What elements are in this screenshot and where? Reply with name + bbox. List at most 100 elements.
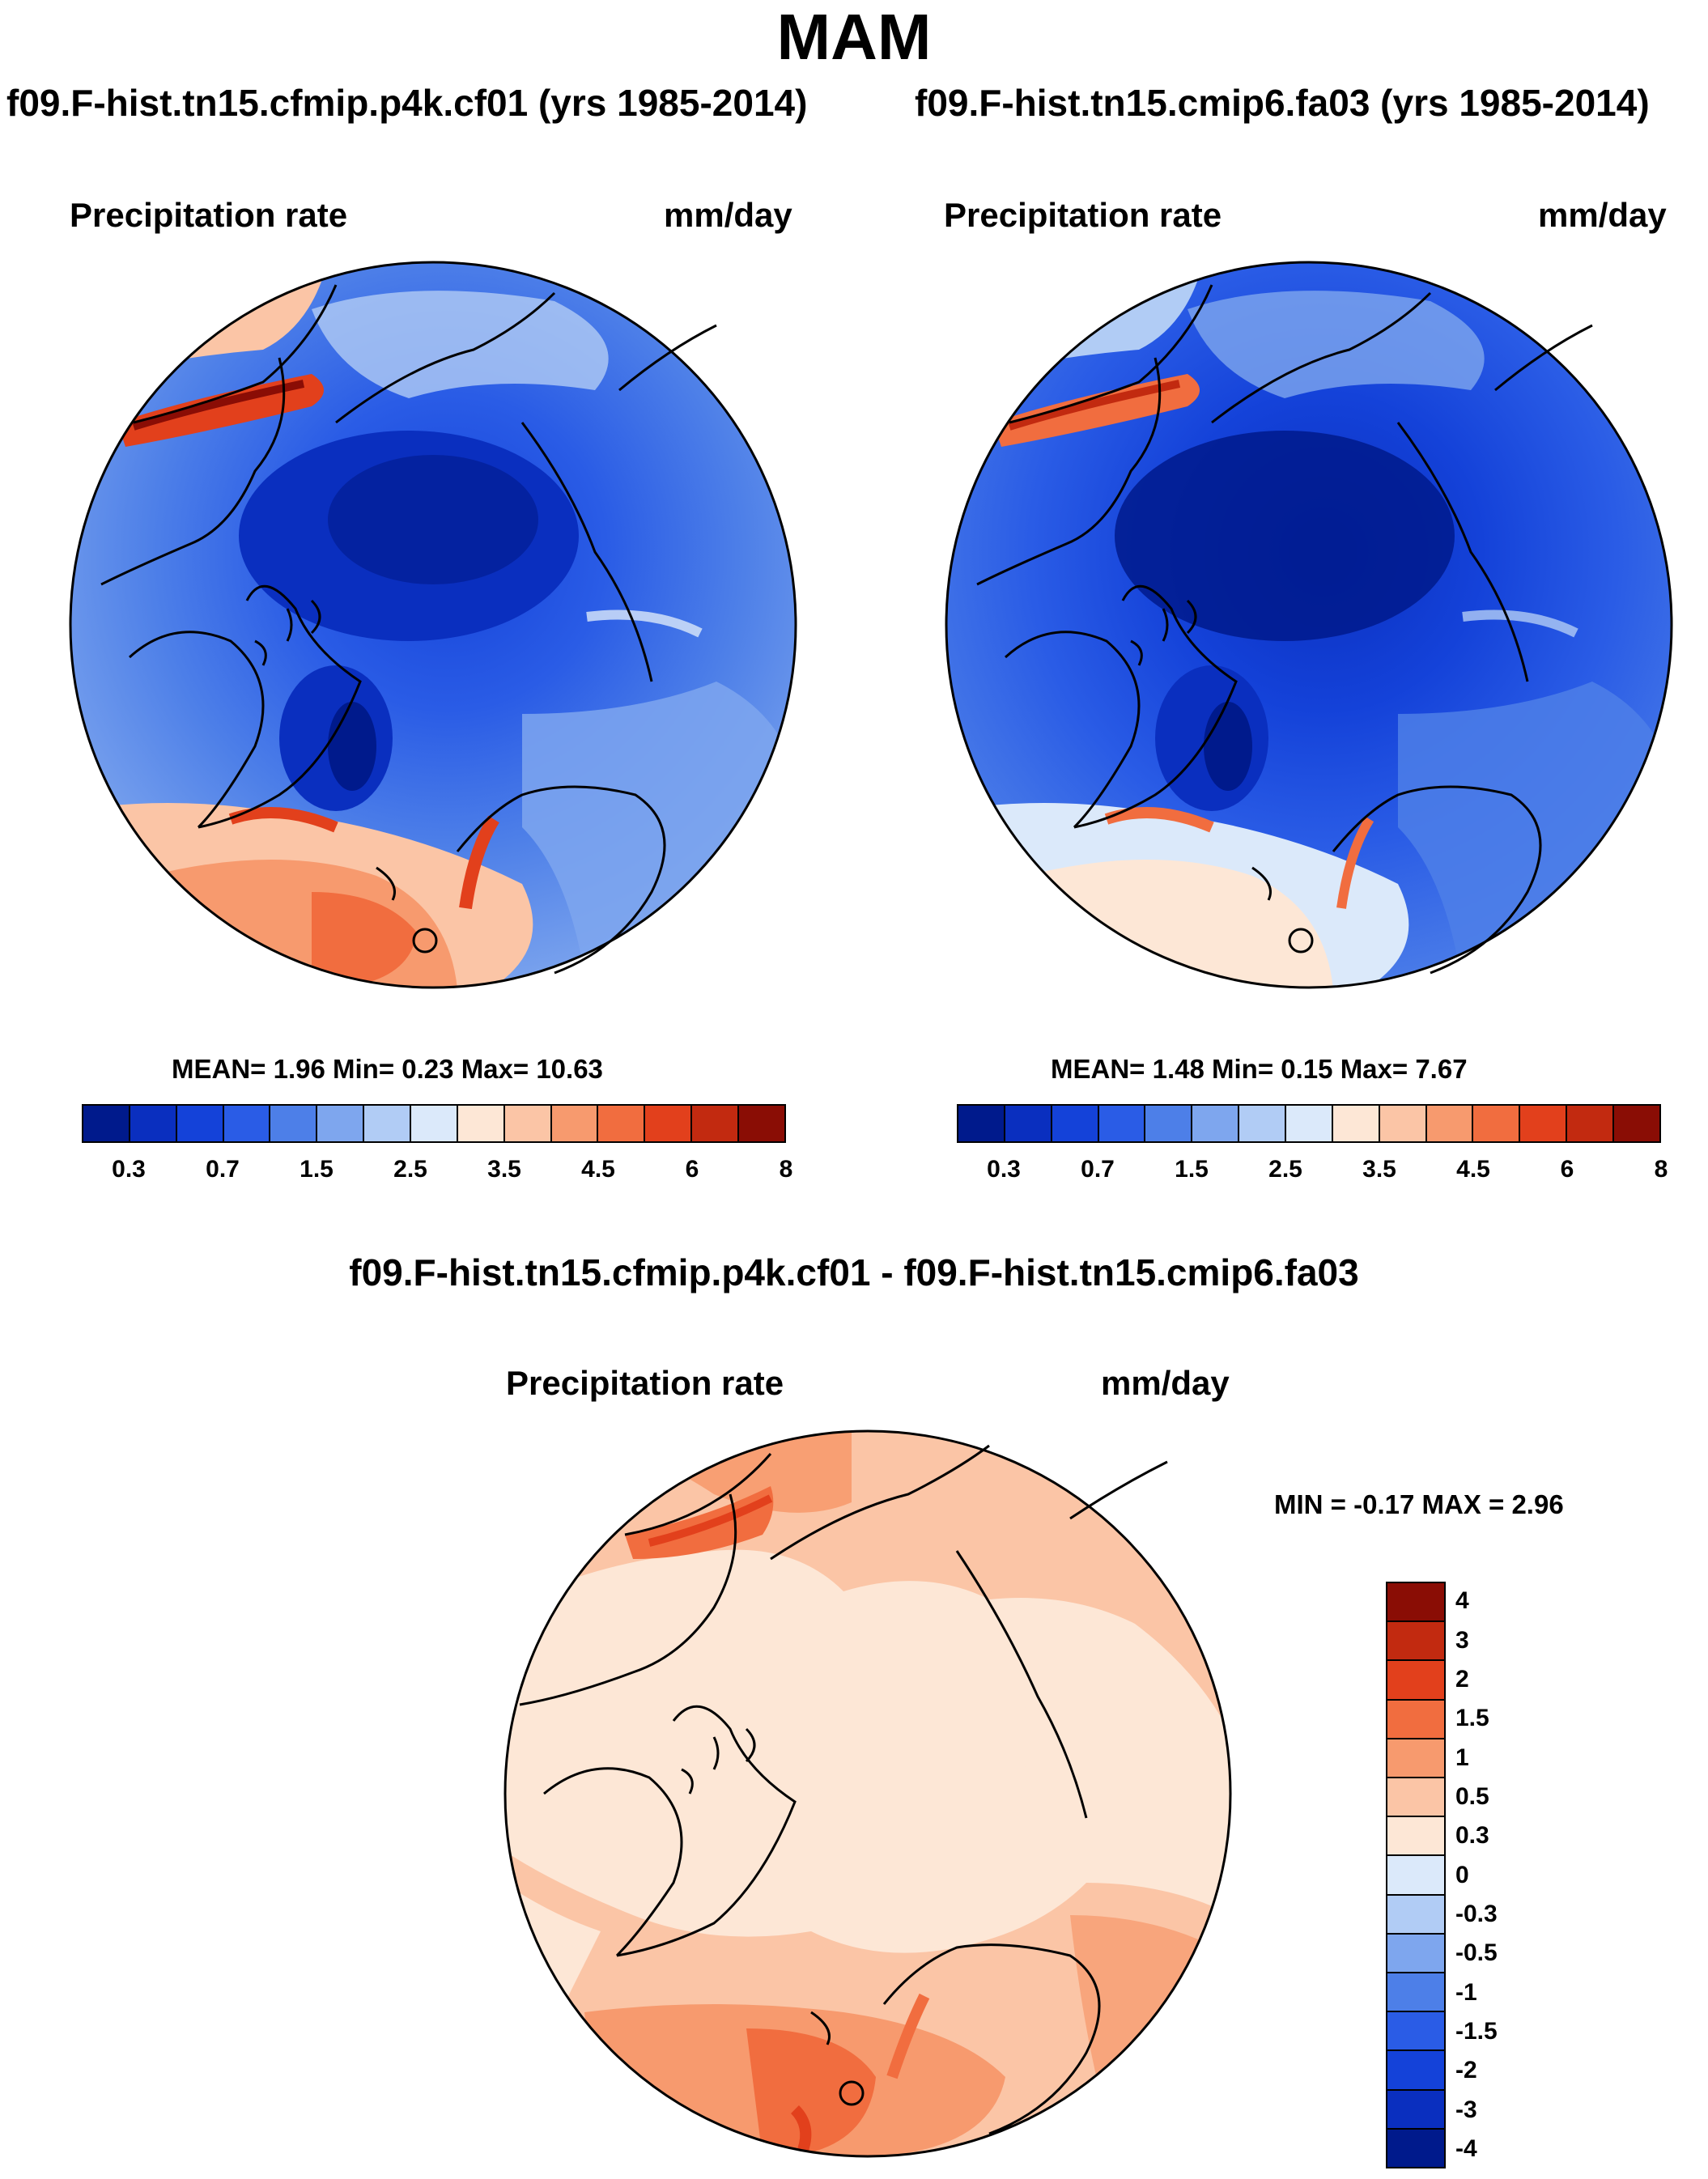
- colorbar-tick-label: 0.5: [1455, 1782, 1489, 1810]
- stat-mean-value: 1.48: [1152, 1054, 1205, 1084]
- colorbar-tick-label: 0: [1455, 1861, 1469, 1888]
- colorbar-swatch: [1387, 1620, 1444, 1660]
- colorbar-tick-label: -1: [1455, 1978, 1477, 2006]
- stat-max-value: 7.67: [1415, 1054, 1468, 1084]
- colorbar-swatch: [1387, 1659, 1444, 1699]
- colorbar-tick-label: 0.3: [1455, 1822, 1489, 1850]
- colorbar-swatch: [1238, 1106, 1285, 1141]
- colorbar-swatch: [503, 1106, 550, 1141]
- panel3-stats: MIN = -0.17 MAX = 2.96: [1274, 1489, 1564, 1520]
- stat-min-label: MIN =: [1274, 1489, 1346, 1519]
- colorbar-tick-label: 0.3: [987, 1156, 1021, 1183]
- colorbar-swatch: [1425, 1106, 1472, 1141]
- colorbar-swatch: [1387, 1893, 1444, 1933]
- stat-min-value: -0.17: [1353, 1489, 1415, 1519]
- panel2-title: f09.F-hist.tn15.cmip6.fa03 (yrs 1985-201…: [915, 82, 1650, 124]
- colorbar-tick-label: 4: [1455, 1587, 1469, 1615]
- colorbar-tick-label: 2.5: [393, 1156, 427, 1183]
- stat-min-value: 0.15: [1281, 1054, 1333, 1084]
- stat-mean-label: MEAN=: [1051, 1054, 1145, 1084]
- colorbar-swatch: [1387, 2011, 1444, 2050]
- panel2-stats: MEAN= 1.48 Min= 0.15 Max= 7.67: [1051, 1054, 1468, 1085]
- colorbar-swatch: [83, 1106, 129, 1141]
- colorbar-swatch: [644, 1106, 691, 1141]
- colorbar-swatch: [1387, 1583, 1444, 1621]
- panel1-units: mm/day: [664, 196, 792, 234]
- stat-max-value: 2.96: [1511, 1489, 1564, 1519]
- colorbar-swatch: [456, 1106, 503, 1141]
- colorbar-swatch: [1050, 1106, 1098, 1141]
- colorbar-swatch: [316, 1106, 363, 1141]
- season-title: MAM: [776, 1, 932, 73]
- panel1-colorbar: [82, 1104, 786, 1143]
- panel1-map: [69, 261, 797, 989]
- colorbar-swatch: [1387, 2088, 1444, 2128]
- stat-mean-value: 1.96: [273, 1054, 325, 1084]
- colorbar-tick-label: -4: [1455, 2134, 1477, 2162]
- colorbar-tick-label: -1.5: [1455, 2017, 1498, 2045]
- colorbar-swatch: [1191, 1106, 1239, 1141]
- colorbar-tick-label: 1.5: [300, 1156, 334, 1183]
- colorbar-swatch: [1387, 1854, 1444, 1894]
- panel3-title: f09.F-hist.tn15.cfmip.p4k.cf01 - f09.F-h…: [349, 1251, 1359, 1293]
- colorbar-swatch: [1612, 1106, 1659, 1141]
- colorbar-tick-label: 1.5: [1455, 1705, 1489, 1732]
- colorbar-swatch: [1285, 1106, 1332, 1141]
- colorbar-swatch: [1144, 1106, 1192, 1141]
- panel2-map: [945, 261, 1673, 989]
- colorbar-tick-label: 0.7: [1081, 1156, 1115, 1183]
- panel3-map: [503, 1429, 1232, 2158]
- colorbar-swatch: [175, 1106, 223, 1141]
- panel2-units: mm/day: [1538, 196, 1667, 234]
- colorbar-tick-label: -3: [1455, 2096, 1477, 2123]
- colorbar-tick-label: 8: [1654, 1156, 1668, 1183]
- colorbar-swatch: [550, 1106, 597, 1141]
- panel1-title: f09.F-hist.tn15.cfmip.p4k.cf01 (yrs 1985…: [6, 82, 808, 124]
- panel2-colorbar: [957, 1104, 1661, 1143]
- colorbar-tick-label: 2.5: [1268, 1156, 1302, 1183]
- panel1-variable: Precipitation rate: [70, 196, 348, 234]
- panel3-units: mm/day: [1101, 1364, 1230, 1402]
- stat-max-label: MAX =: [1421, 1489, 1505, 1519]
- colorbar-tick-label: -2: [1455, 2057, 1477, 2084]
- colorbar-tick-label: 2: [1455, 1665, 1469, 1693]
- colorbar-swatch: [1387, 1777, 1444, 1816]
- stat-max-value: 10.63: [536, 1054, 603, 1084]
- colorbar-swatch: [1378, 1106, 1425, 1141]
- colorbar-swatch: [1472, 1106, 1519, 1141]
- colorbar-swatch: [1387, 1816, 1444, 1855]
- colorbar-swatch: [1519, 1106, 1566, 1141]
- colorbar-tick-label: 0.7: [206, 1156, 240, 1183]
- colorbar-swatch: [222, 1106, 270, 1141]
- colorbar-tick-label: -0.3: [1455, 1900, 1498, 1927]
- colorbar-tick-label: 8: [779, 1156, 793, 1183]
- colorbar-swatch: [690, 1106, 738, 1141]
- panel3-colorbar: [1386, 1582, 1446, 2168]
- colorbar-swatch: [363, 1106, 410, 1141]
- colorbar-swatch: [1097, 1106, 1145, 1141]
- stat-min-label: Min=: [1212, 1054, 1274, 1084]
- colorbar-swatch: [1387, 1932, 1444, 1973]
- colorbar-swatch: [597, 1106, 644, 1141]
- colorbar-swatch: [958, 1106, 1004, 1141]
- colorbar-swatch: [1387, 2049, 1444, 2089]
- colorbar-tick-label: 3: [1455, 1626, 1469, 1654]
- stat-max-label: Max=: [461, 1054, 529, 1084]
- colorbar-swatch: [737, 1106, 784, 1141]
- colorbar-swatch: [128, 1106, 176, 1141]
- stat-mean-label: MEAN=: [172, 1054, 266, 1084]
- colorbar-tick-label: 0.3: [112, 1156, 146, 1183]
- stat-min-label: Min=: [333, 1054, 395, 1084]
- colorbar-swatch: [1331, 1106, 1379, 1141]
- panel3-variable: Precipitation rate: [506, 1364, 784, 1402]
- colorbar-tick-label: 6: [1560, 1156, 1574, 1183]
- colorbar-tick-label: -0.5: [1455, 1939, 1498, 1967]
- colorbar-swatch: [410, 1106, 457, 1141]
- colorbar-tick-label: 3.5: [487, 1156, 521, 1183]
- colorbar-swatch: [1003, 1106, 1051, 1141]
- panel1-stats: MEAN= 1.96 Min= 0.23 Max= 10.63: [172, 1054, 603, 1085]
- colorbar-swatch: [269, 1106, 317, 1141]
- colorbar-swatch: [1387, 1972, 1444, 2011]
- colorbar-tick-label: 3.5: [1362, 1156, 1396, 1183]
- stat-max-label: Max=: [1340, 1054, 1408, 1084]
